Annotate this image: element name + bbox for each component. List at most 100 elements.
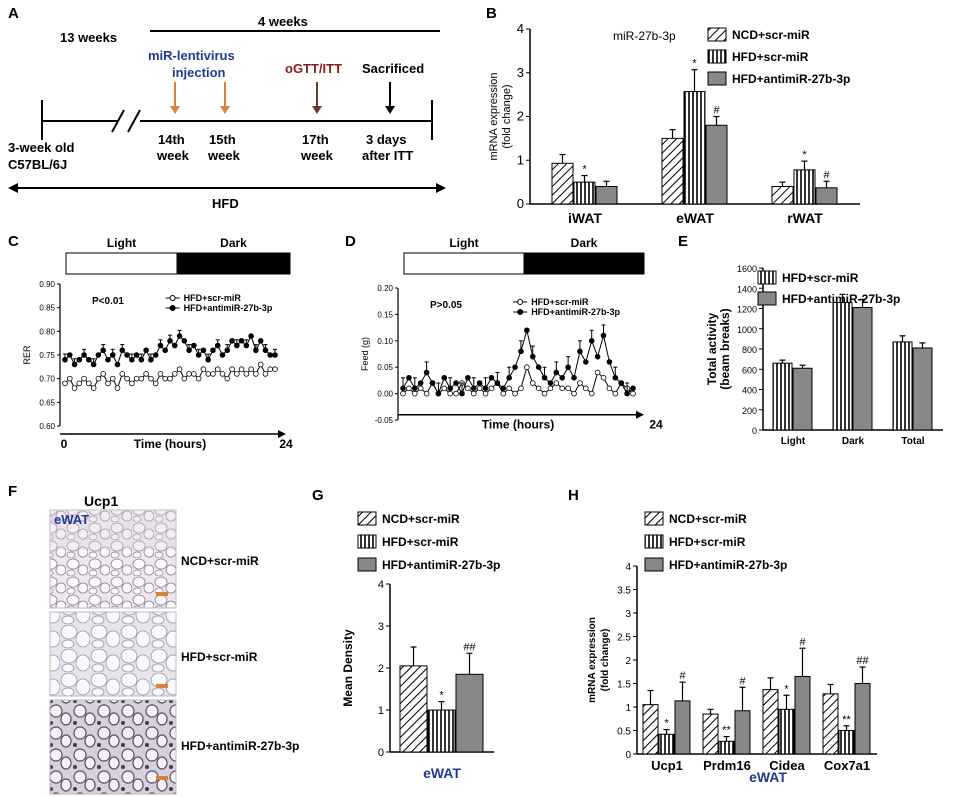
- legend-label: HFD+scr-miR: [184, 293, 242, 303]
- legend-label: HFD+scr-miR: [382, 535, 459, 549]
- data-point: [524, 327, 530, 334]
- legend-label: NCD+scr-miR: [382, 512, 460, 526]
- data-point: [181, 375, 188, 382]
- data-point: [272, 366, 278, 373]
- ogtt-label: oGTT/ITT: [285, 61, 342, 76]
- data-point: [624, 390, 630, 397]
- x-axis-arrow: [636, 410, 644, 419]
- data-point: [512, 364, 518, 371]
- significance-mark: *: [692, 58, 697, 70]
- legend-swatch: [757, 270, 777, 285]
- y-tick-label: 0: [625, 750, 631, 761]
- data-point: [447, 390, 453, 397]
- data-point: [143, 347, 149, 354]
- data-point: [210, 371, 216, 377]
- data-point: [529, 380, 536, 386]
- data-point: [90, 385, 97, 391]
- y-tick-label: 1.5: [617, 680, 631, 691]
- y-tick-label: 1: [378, 705, 384, 717]
- x-tick-label: rWAT: [787, 210, 823, 226]
- weeks-4-label: 4 weeks: [258, 14, 308, 29]
- w17-label-2: week: [300, 148, 334, 163]
- scale-bar-1: [156, 592, 168, 596]
- timeline-break-1: [111, 109, 125, 133]
- data-point: [577, 380, 583, 386]
- data-point: [429, 380, 436, 386]
- x-axis-arrow: [278, 430, 286, 438]
- bar: [778, 708, 795, 755]
- hfd-arrow-right: [436, 183, 446, 193]
- x-tick-label: 0: [61, 437, 68, 451]
- legend-swatch: [644, 511, 664, 526]
- y-tick-label: 3: [378, 621, 384, 633]
- bar: [792, 367, 813, 431]
- w17-label-1: 17th: [302, 132, 329, 147]
- p-value: P<0.01: [92, 296, 124, 307]
- x-tick-label: Total: [901, 436, 924, 447]
- panel-f-label: F: [8, 483, 17, 500]
- dark-phase-bar: [523, 252, 645, 275]
- panel-d-label: D: [345, 233, 356, 250]
- data-point: [157, 342, 164, 349]
- scale-bar-2: [156, 684, 168, 688]
- y-tick-label: 0.65: [39, 398, 55, 407]
- bar: [832, 301, 853, 431]
- itt-label-2: after ITT: [362, 148, 413, 163]
- data-point: [176, 333, 183, 339]
- y-tick-label: 1600: [737, 264, 757, 274]
- y-tick-label: 0.85: [39, 304, 55, 313]
- y-tick-label: 0.90: [39, 280, 55, 289]
- y-tick-label: 3.5: [617, 586, 631, 597]
- y-tick-label: 4: [625, 562, 631, 573]
- data-point: [423, 369, 430, 376]
- data-point: [210, 347, 216, 354]
- panel-b-label: B: [486, 5, 497, 22]
- data-point: [138, 375, 145, 382]
- significance-mark: #: [823, 169, 830, 181]
- bar: [455, 673, 484, 753]
- x-tick-label: Ucp1: [651, 758, 683, 773]
- legend-marker: [517, 309, 524, 315]
- injection-label-2: injection: [172, 65, 226, 80]
- data-point: [588, 390, 595, 397]
- bar: [762, 689, 779, 755]
- data-point: [90, 361, 97, 368]
- series-line: [402, 365, 634, 395]
- data-point: [583, 359, 589, 365]
- data-point: [506, 385, 512, 392]
- x-axis-title: Time (hours): [134, 437, 206, 451]
- w14-label-2: week: [156, 148, 190, 163]
- legend-label: HFD+scr-miR: [782, 271, 859, 285]
- data-point: [453, 380, 459, 386]
- arrow-15th-head: [220, 106, 230, 114]
- bar: [551, 162, 574, 205]
- panel-e: E 0 200 400 600 800 1000 1200 1400 1600 Light Dark…: [678, 233, 943, 447]
- data-point: [559, 374, 566, 381]
- x-tick-label: iWAT: [568, 210, 602, 226]
- data-point: [500, 385, 507, 392]
- data-point: [529, 353, 536, 360]
- y-axis-title: (fold change): [501, 84, 513, 148]
- arrow-sacrificed-head: [385, 106, 395, 114]
- data-point: [253, 371, 259, 377]
- sacrificed-label: Sacrificed: [362, 61, 424, 76]
- x-group-label: eWAT: [749, 769, 787, 785]
- data-point: [423, 390, 430, 397]
- data-point: [157, 371, 164, 377]
- bar: [705, 124, 728, 205]
- dark-label: Dark: [220, 236, 247, 250]
- data-point: [459, 390, 465, 397]
- y-tick-label: 2: [378, 663, 384, 675]
- legend-label: HFD+antimiR-27b-3p: [782, 292, 900, 306]
- data-point: [606, 359, 613, 365]
- y-tick-label: 0.60: [39, 422, 55, 431]
- data-point: [453, 390, 459, 397]
- bar: [427, 709, 456, 753]
- arrow-17th-head: [312, 106, 322, 114]
- y-tick-label: 0.10: [377, 337, 393, 346]
- data-point: [105, 356, 111, 363]
- data-point: [124, 375, 130, 382]
- scale-bar-3: [156, 776, 168, 780]
- dark-phase-bar: [176, 252, 291, 275]
- legend-label: HFD+antimiR-27b-3p: [531, 307, 620, 317]
